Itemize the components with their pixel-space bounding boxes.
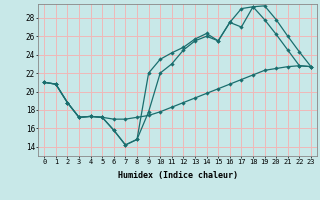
X-axis label: Humidex (Indice chaleur): Humidex (Indice chaleur): [118, 171, 238, 180]
